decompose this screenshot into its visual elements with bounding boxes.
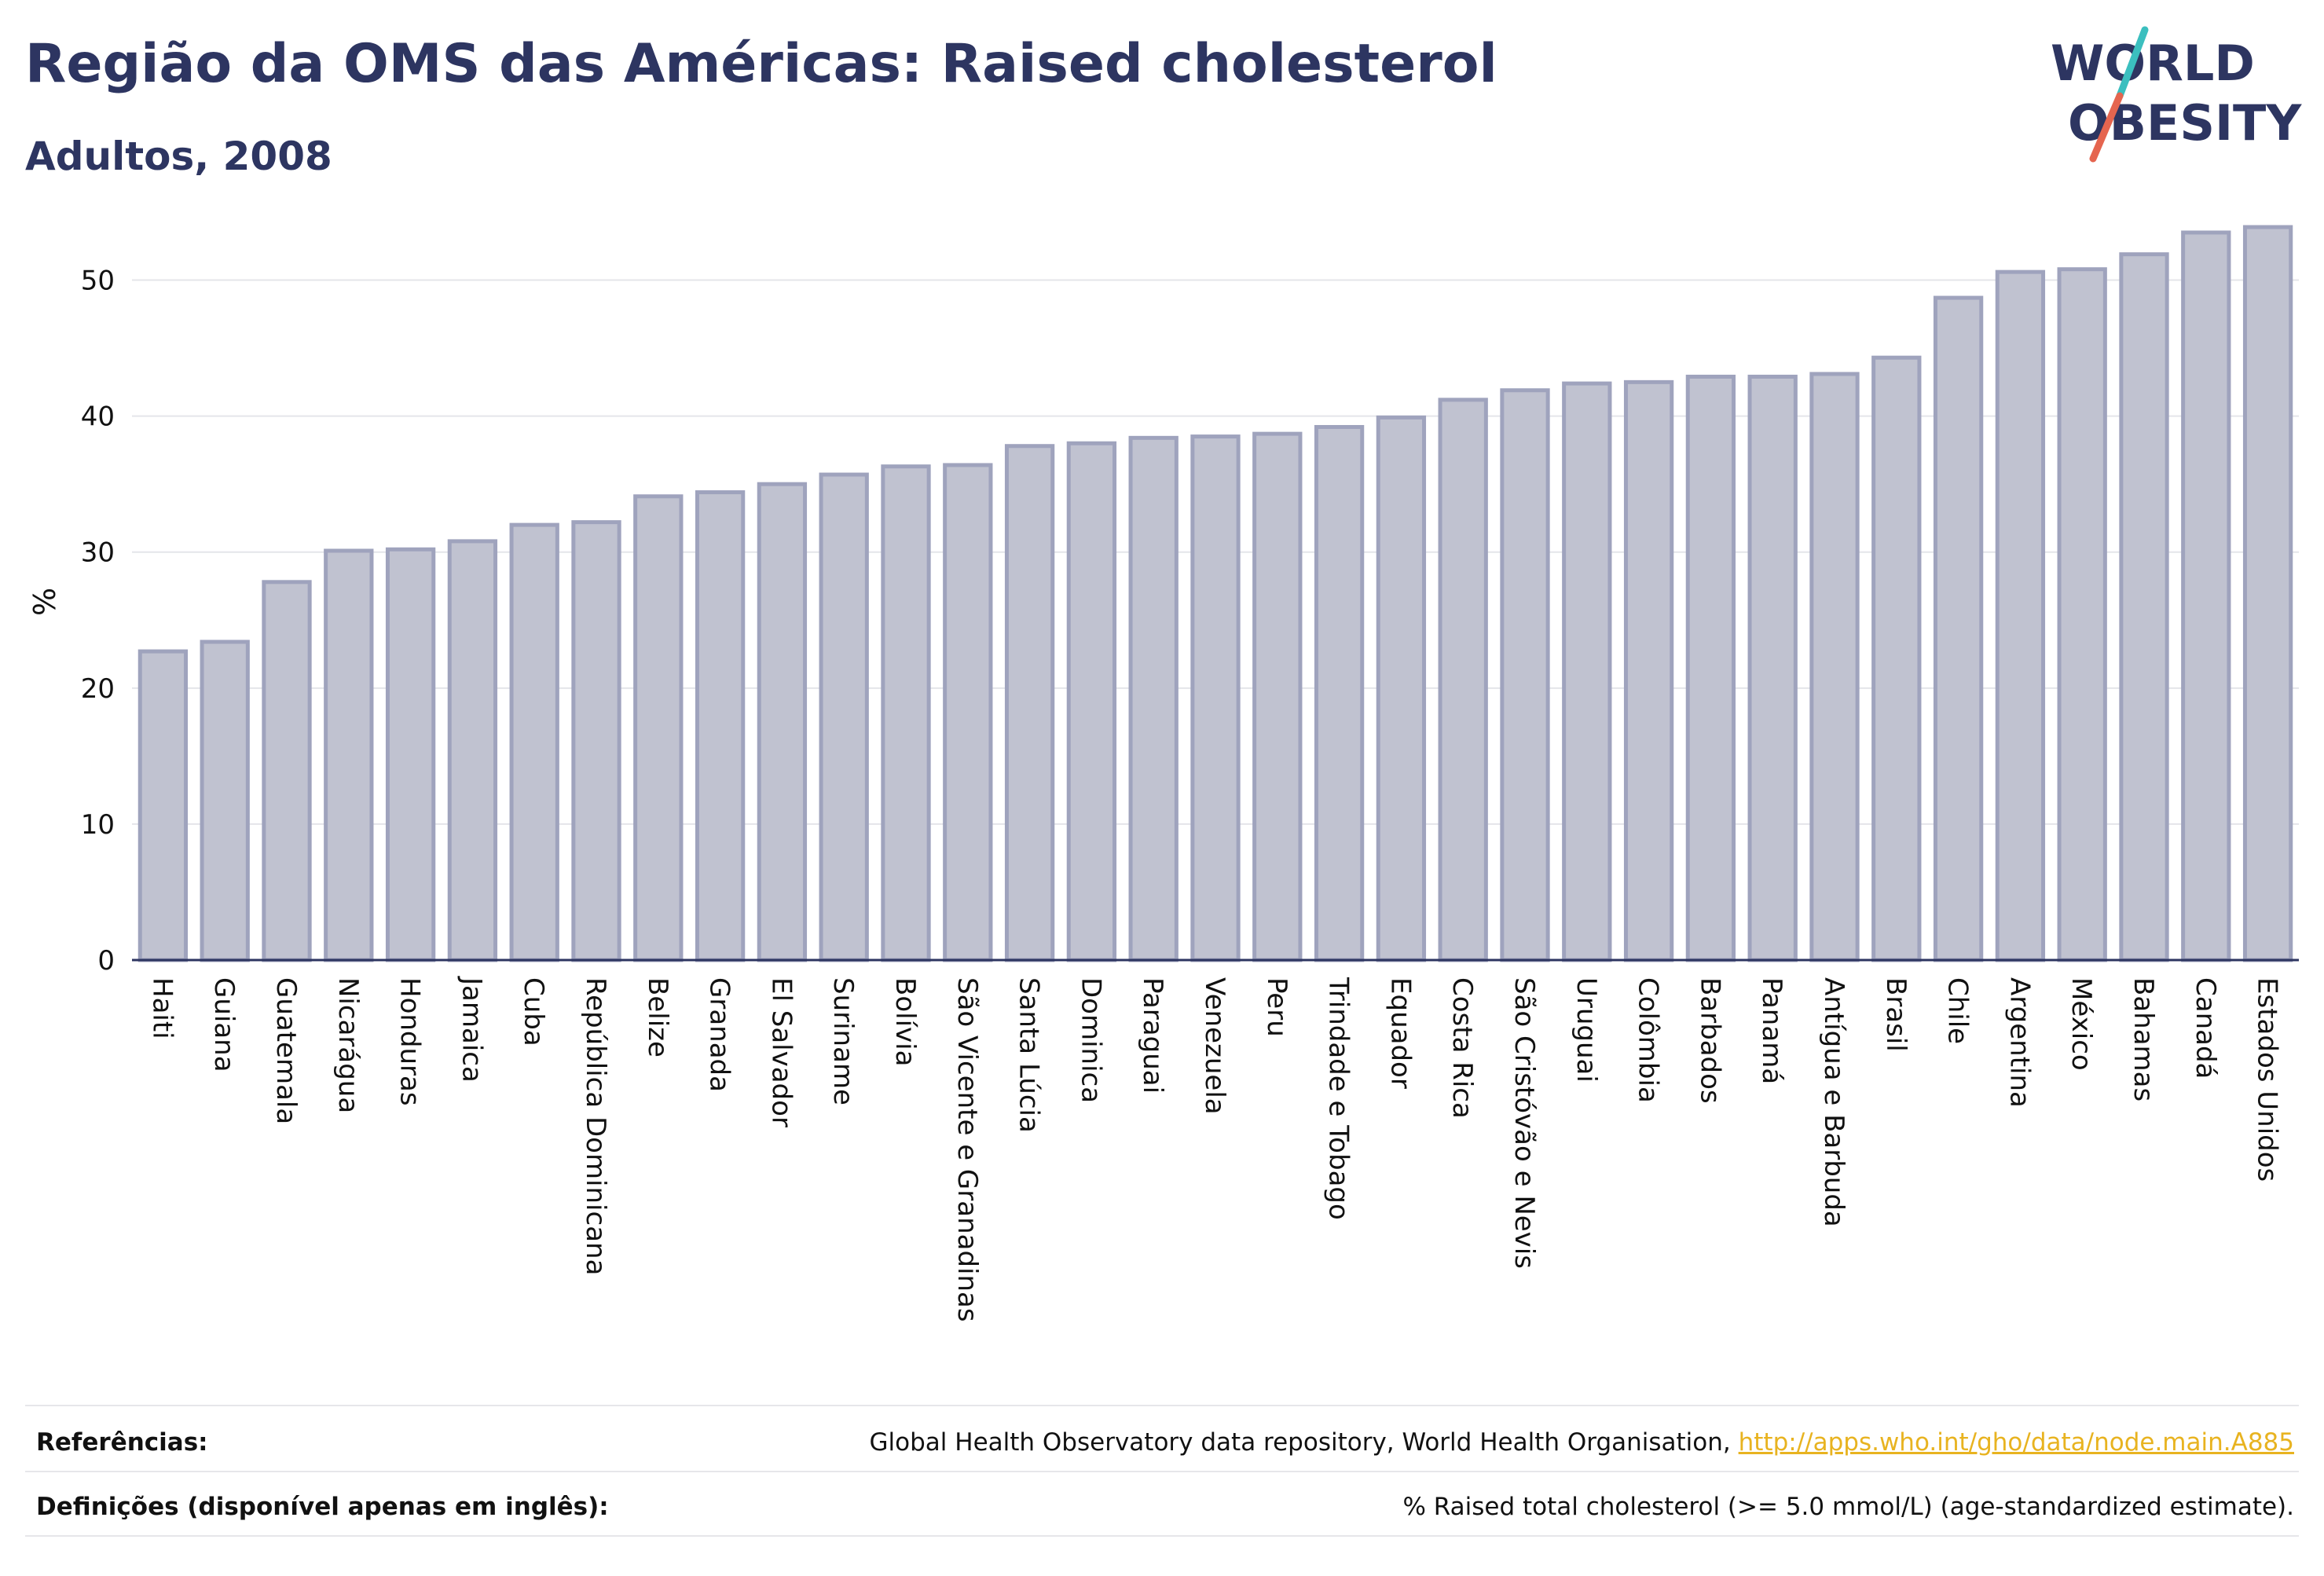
x-tick-label: Trindade e Tobago: [1323, 977, 1354, 1220]
logo-line-1: WORLD: [2051, 35, 2255, 92]
bar: [1562, 381, 1612, 962]
footer-divider-bottom: [25, 1535, 2299, 1537]
chart-title: Região da OMS das Américas: Raised chole…: [25, 33, 1497, 95]
bar: [1933, 295, 1984, 962]
x-tick-label: Panamá: [1756, 977, 1787, 1084]
bar: [2119, 252, 2169, 962]
y-tick-label: 50: [81, 266, 115, 297]
bar: [262, 580, 312, 962]
bar: [943, 463, 993, 962]
x-tick-label: El Salvador: [765, 977, 797, 1127]
bar: [200, 640, 250, 962]
bar: [2242, 225, 2293, 962]
bar: [2181, 230, 2231, 962]
bar: [1438, 398, 1488, 962]
x-tick-label: Cuba: [518, 977, 549, 1046]
definitions-text: % Raised total cholesterol (>= 5.0 mmol/…: [1402, 1493, 2294, 1521]
x-tick-label: Estados Unidos: [2252, 977, 2283, 1182]
definitions-label: Definições (disponível apenas em inglês)…: [36, 1493, 609, 1521]
bar: [509, 522, 559, 962]
x-tick-label: Venezuela: [1199, 977, 1230, 1115]
references-text: Global Health Observatory data repositor…: [870, 1428, 2294, 1457]
bar: [819, 472, 869, 962]
bar: [1004, 444, 1055, 962]
bar: [1190, 434, 1241, 962]
x-tick-label: Barbados: [1694, 977, 1725, 1104]
x-tick-label: Santa Lúcia: [1014, 977, 1045, 1133]
bar: [1871, 355, 1922, 962]
references-link[interactable]: http://apps.who.int/gho/data/node.main.A…: [1738, 1428, 2294, 1457]
x-tick-label: São Cristóvão e Nevis: [1508, 977, 1540, 1269]
y-tick-label: 30: [81, 537, 115, 569]
x-tick-label: Canadá: [2190, 977, 2221, 1079]
bar: [385, 547, 436, 962]
x-tick-label: Brasil: [1880, 977, 1912, 1052]
logo-slash-red: [2089, 92, 2124, 163]
x-tick-label: Peru: [1261, 977, 1292, 1037]
y-axis-label: %: [27, 588, 62, 616]
references-source: Global Health Observatory data repositor…: [869, 1428, 1739, 1457]
bar: [1747, 374, 1798, 962]
bar: [1066, 441, 1117, 962]
bar: [2057, 267, 2107, 962]
bar: [1995, 269, 2046, 962]
bar: [881, 464, 931, 962]
x-tick-label: Jamaica: [456, 976, 487, 1083]
bar: [1500, 388, 1550, 962]
x-tick-label: Paraguai: [1137, 977, 1168, 1094]
footer-divider-middle: [25, 1471, 2299, 1472]
y-tick-label: 10: [81, 809, 115, 841]
x-tick-label: Bahamas: [2128, 977, 2159, 1101]
x-tick-label: Antígua e Barbuda: [1818, 977, 1849, 1227]
bar: [1252, 431, 1303, 962]
references-label: Referências:: [36, 1428, 208, 1457]
x-tick-label: Costa Rica: [1446, 977, 1478, 1119]
x-tick-label: Suriname: [827, 977, 859, 1105]
x-tick-label: Belize: [642, 977, 673, 1057]
x-tick-label: Chile: [1942, 977, 1974, 1044]
bar: [695, 490, 746, 962]
footer-divider-top: [25, 1405, 2299, 1406]
x-tick-label: México: [2066, 977, 2097, 1071]
bar: [447, 539, 498, 962]
x-tick-label: República Dominicana: [580, 977, 611, 1275]
x-tick-label: Guatemala: [270, 977, 302, 1124]
bar: [757, 482, 808, 962]
bar: [571, 520, 621, 962]
world-obesity-logo: WORLD OBESITY: [2051, 26, 2302, 163]
x-tick-label: Bolívia: [889, 977, 921, 1066]
x-tick-label: Honduras: [394, 977, 426, 1106]
bar: [137, 649, 189, 962]
bar: [324, 548, 374, 962]
bar: [1128, 435, 1178, 962]
x-tick-label: Guiana: [208, 977, 240, 1072]
x-tick-label: Haiti: [146, 977, 178, 1039]
y-tick-label: 20: [81, 673, 115, 705]
y-tick-label: 40: [81, 401, 115, 433]
x-tick-label: São Vicente e Granadinas: [951, 977, 983, 1322]
y-tick-label: 0: [97, 945, 115, 977]
bar: [1685, 374, 1736, 962]
x-tick-label: Equador: [1384, 977, 1416, 1089]
logo-slash-teal: [2116, 26, 2149, 100]
bar: [633, 494, 684, 962]
bar: [1623, 379, 1674, 962]
bar-chart: 0 10 20 30 40 50% Haiti Guiana Guatemala Nicarágu…: [27, 225, 2299, 1322]
chart-subtitle: Adultos, 2008: [25, 134, 332, 179]
bar: [1376, 415, 1427, 962]
x-tick-label: Nicarágua: [332, 977, 364, 1113]
x-tick-label: Dominica: [1075, 977, 1106, 1103]
x-tick-label: Uruguai: [1571, 977, 1602, 1083]
bar: [1809, 372, 1860, 962]
x-tick-label: Argentina: [2003, 977, 2035, 1108]
bar: [1314, 424, 1365, 962]
x-tick-label: Colômbia: [1633, 977, 1664, 1103]
x-tick-label: Granada: [704, 977, 735, 1092]
